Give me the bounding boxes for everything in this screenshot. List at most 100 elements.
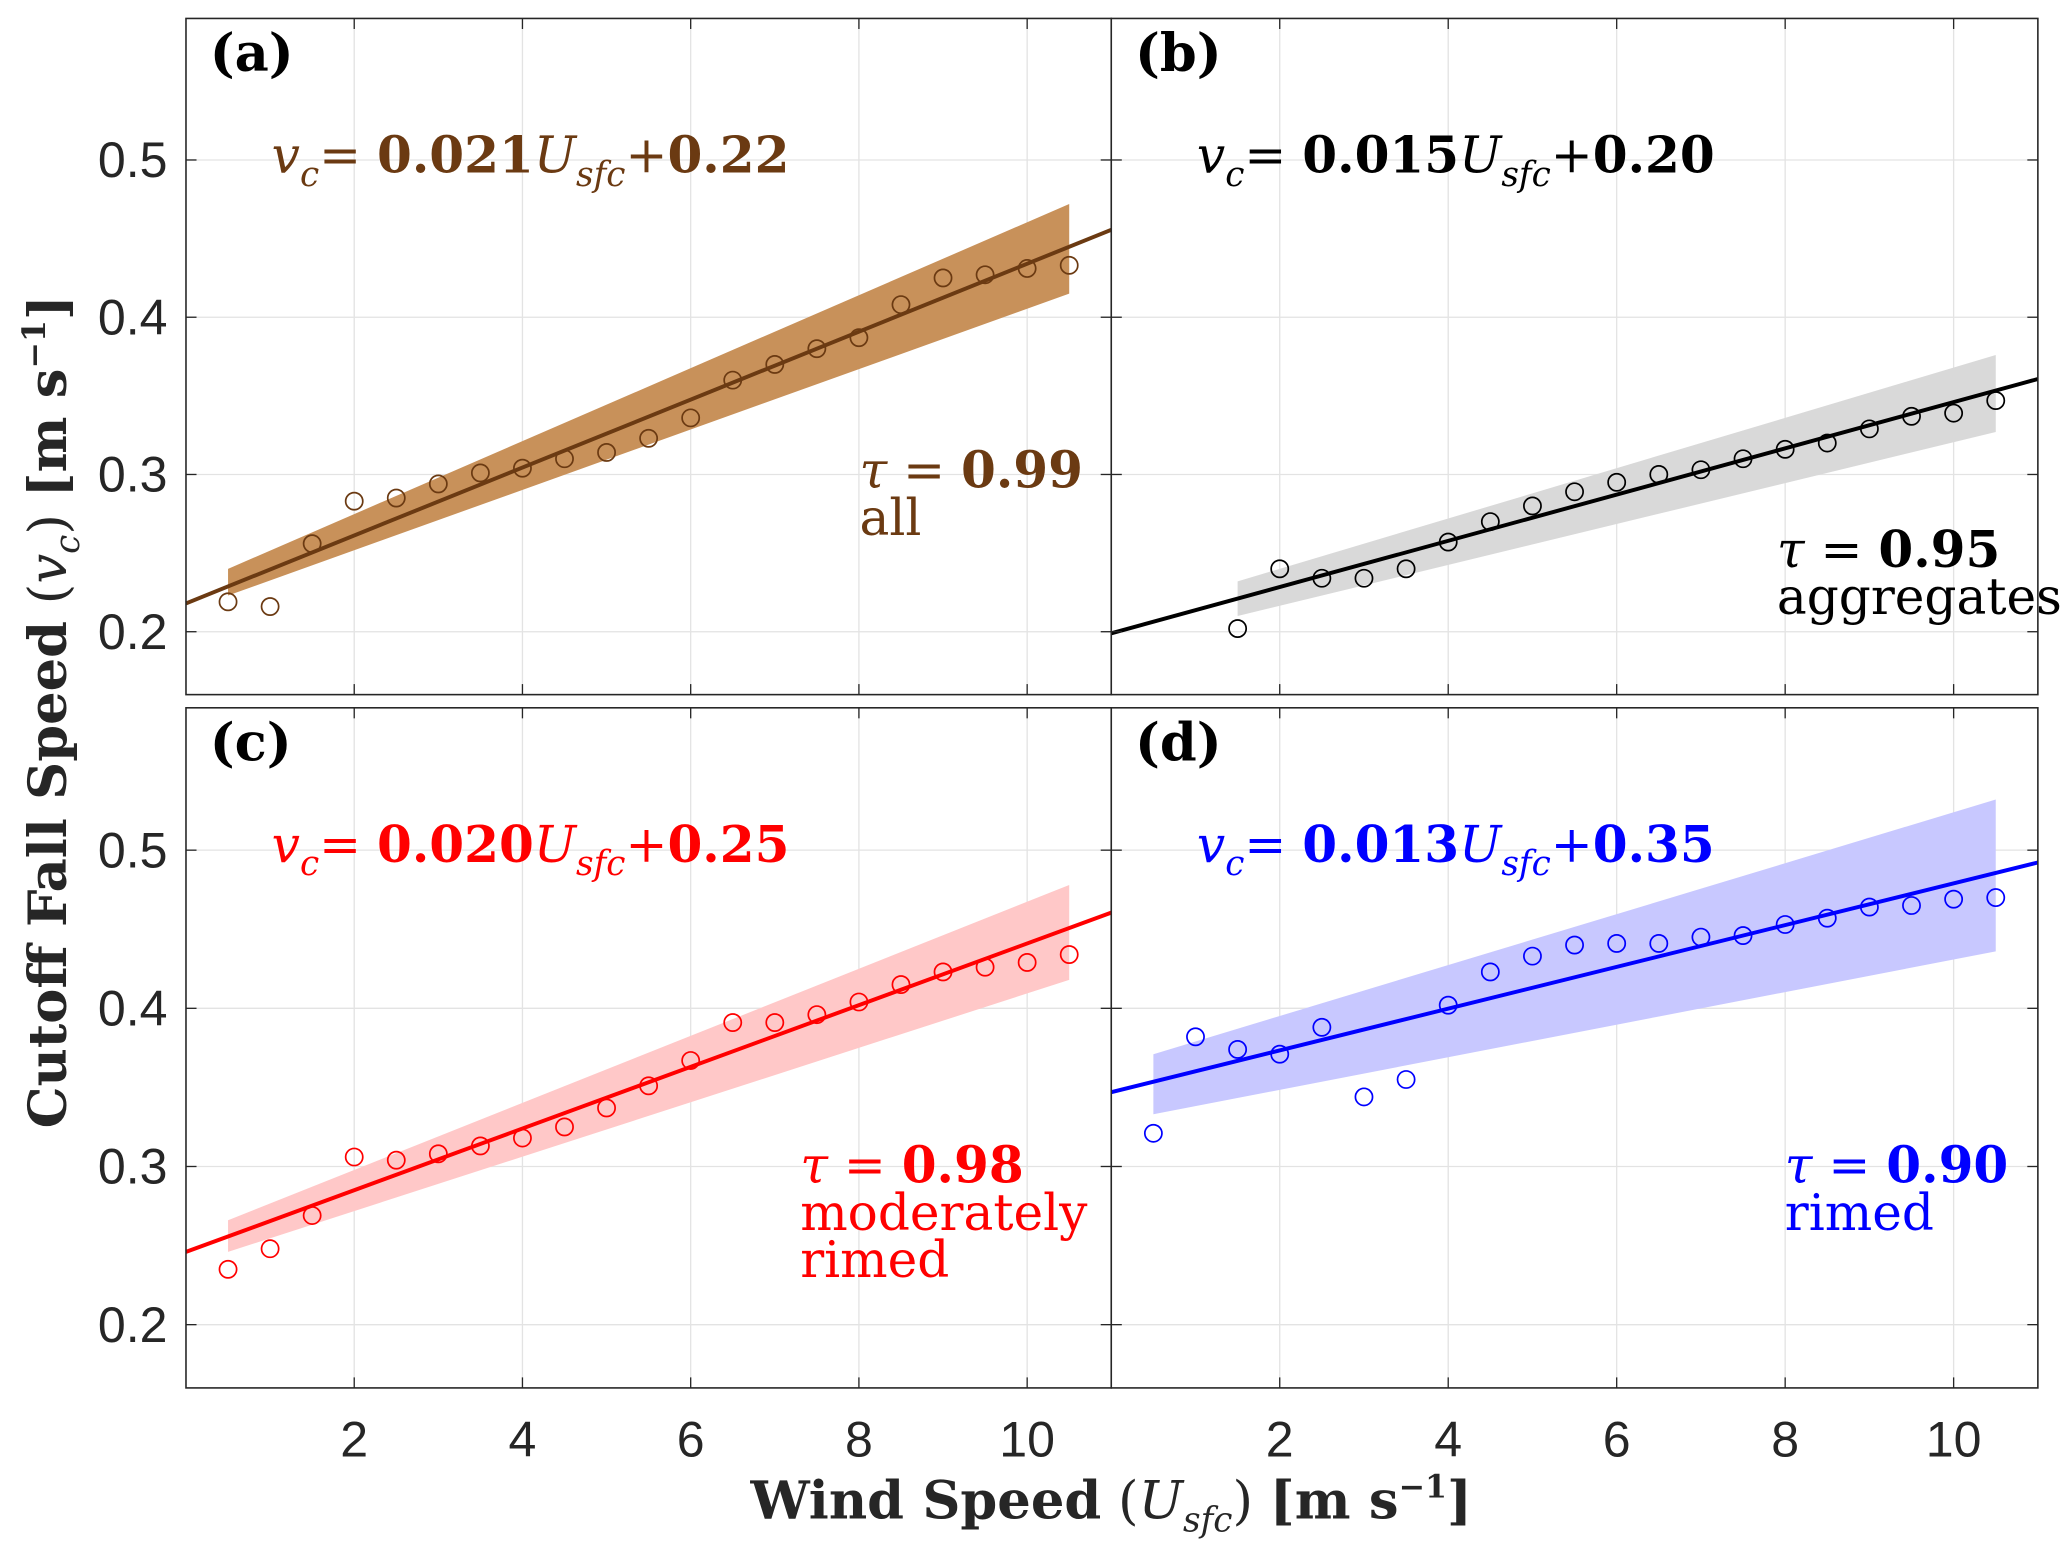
- axis-label-main: Wind Speed: [750, 1469, 1102, 1531]
- data-point: [1986, 888, 2006, 908]
- panel-label: (b): [1135, 22, 1222, 84]
- axis-label-paren: (: [18, 584, 79, 621]
- tau-number: 0.99: [961, 441, 1083, 500]
- data-point: [1017, 259, 1037, 278]
- data-point: [681, 1051, 701, 1070]
- data-point: [975, 957, 995, 977]
- data-point: [1649, 934, 1669, 953]
- data-point: [1228, 1040, 1248, 1059]
- axis-label-sub: c: [48, 535, 88, 554]
- data-point: [1649, 465, 1669, 484]
- x-tick-label: 6: [677, 1411, 705, 1467]
- eq-slope: 0.015: [1302, 126, 1459, 185]
- panel-a: (a)vc= 0.021Usfc+0.22τ = 0.99all0.20.30.…: [98, 17, 1113, 696]
- tau-symbol: τ =: [1785, 1136, 1887, 1194]
- y-tick-label: 0.5: [98, 822, 168, 878]
- y-tick-label: 0.2: [98, 604, 168, 660]
- data-point: [1607, 472, 1627, 492]
- data-point: [1354, 568, 1374, 588]
- eq-symbol: v: [1197, 127, 1225, 185]
- data-point: [849, 992, 869, 1012]
- category-line: rimed: [800, 1231, 949, 1289]
- confidence-band: [1237, 354, 1996, 616]
- eq-intercept: 0.20: [1593, 126, 1715, 185]
- y-tick-label: 0.4: [98, 289, 168, 345]
- y-tick-label: 0.4: [98, 980, 168, 1036]
- axis-label-exp: −1: [16, 320, 53, 369]
- data-point: [1270, 1044, 1290, 1064]
- confidence-band: [228, 204, 1070, 596]
- data-point: [470, 463, 490, 483]
- data-point: [1733, 926, 1753, 945]
- data-point: [344, 491, 364, 511]
- axis-label-paren: (: [1101, 1470, 1138, 1531]
- data-point: [1312, 1017, 1332, 1037]
- data-point: [1396, 1070, 1416, 1089]
- x-tick-label: 10: [1926, 1411, 1982, 1467]
- eq-plus: +: [1551, 127, 1593, 185]
- axis-label-sym: v: [18, 554, 79, 584]
- data-point: [302, 1206, 322, 1225]
- axes-box: [1110, 17, 2039, 696]
- plot-area: [185, 707, 1112, 1388]
- data-point: [1438, 532, 1458, 552]
- x-tick-label: 6: [1603, 1411, 1631, 1467]
- eq-subscript: c: [1225, 155, 1244, 195]
- data-point: [428, 474, 448, 494]
- data-point: [639, 428, 659, 448]
- data-point: [933, 268, 953, 288]
- x-axis-label: Wind Speed (Usfc) [m s−1]: [750, 1468, 1473, 1540]
- data-point: [849, 328, 869, 348]
- tau-value: τ = 0.99: [860, 441, 1083, 500]
- data-point: [597, 443, 616, 462]
- data-point: [1480, 962, 1500, 982]
- x-tick-label: 2: [1266, 1411, 1294, 1467]
- data-point: [1607, 934, 1627, 953]
- data-point: [513, 458, 532, 478]
- eq-equals: =: [1244, 127, 1302, 185]
- data-point: [1944, 403, 1964, 423]
- data-point: [1986, 391, 2006, 410]
- fit-equation: vc= 0.021Usfc+0.22: [272, 126, 790, 195]
- eq-symbol: v: [272, 127, 300, 185]
- eq-subscript: c: [300, 155, 319, 195]
- tau-value: τ = 0.95: [1777, 520, 2000, 579]
- tau-number: 0.90: [1886, 1135, 2008, 1194]
- data-point: [1186, 1027, 1205, 1047]
- data-point: [891, 975, 911, 995]
- data-point: [1817, 433, 1837, 453]
- eq-subscript: c: [300, 844, 319, 884]
- tau-number: 0.98: [902, 1135, 1024, 1194]
- category-label: moderately rimed: [800, 1184, 1088, 1289]
- data-point: [344, 1147, 364, 1167]
- data-point: [1859, 897, 1879, 917]
- data-point: [1438, 995, 1458, 1015]
- data-point: [681, 408, 701, 428]
- eq-equals: =: [1244, 816, 1302, 874]
- panel-label: (d): [1135, 712, 1222, 774]
- panel-label: (c): [210, 712, 292, 774]
- axes-box: [1110, 707, 2039, 1389]
- data-point: [1354, 1087, 1374, 1107]
- fit-line: [1110, 860, 2039, 1095]
- confidence-band: [1153, 799, 1996, 1115]
- data-point: [723, 370, 743, 390]
- fit-equation: vc= 0.015Usfc+0.20: [1197, 126, 1715, 195]
- fit-equation: vc= 0.013Usfc+0.35: [1197, 815, 1715, 884]
- fit-equation: vc= 0.020Usfc+0.25: [272, 815, 790, 884]
- axis-label-paren: ): [18, 497, 79, 534]
- axis-label-main: Cutoff Fall Speed: [17, 621, 79, 1128]
- data-point: [765, 354, 785, 374]
- eq-intercept: 0.25: [667, 815, 789, 874]
- eq-subscript: c: [1225, 844, 1244, 884]
- data-point: [1059, 255, 1079, 275]
- eq-plus: +: [626, 127, 668, 185]
- data-point: [1902, 896, 1921, 915]
- x-tick-label: 4: [509, 1411, 537, 1467]
- x-tick-label: 8: [845, 1411, 873, 1467]
- data-point: [807, 1005, 827, 1025]
- fit-line: [185, 227, 1113, 606]
- data-point: [597, 1098, 616, 1118]
- y-tick-label: 0.5: [98, 132, 168, 188]
